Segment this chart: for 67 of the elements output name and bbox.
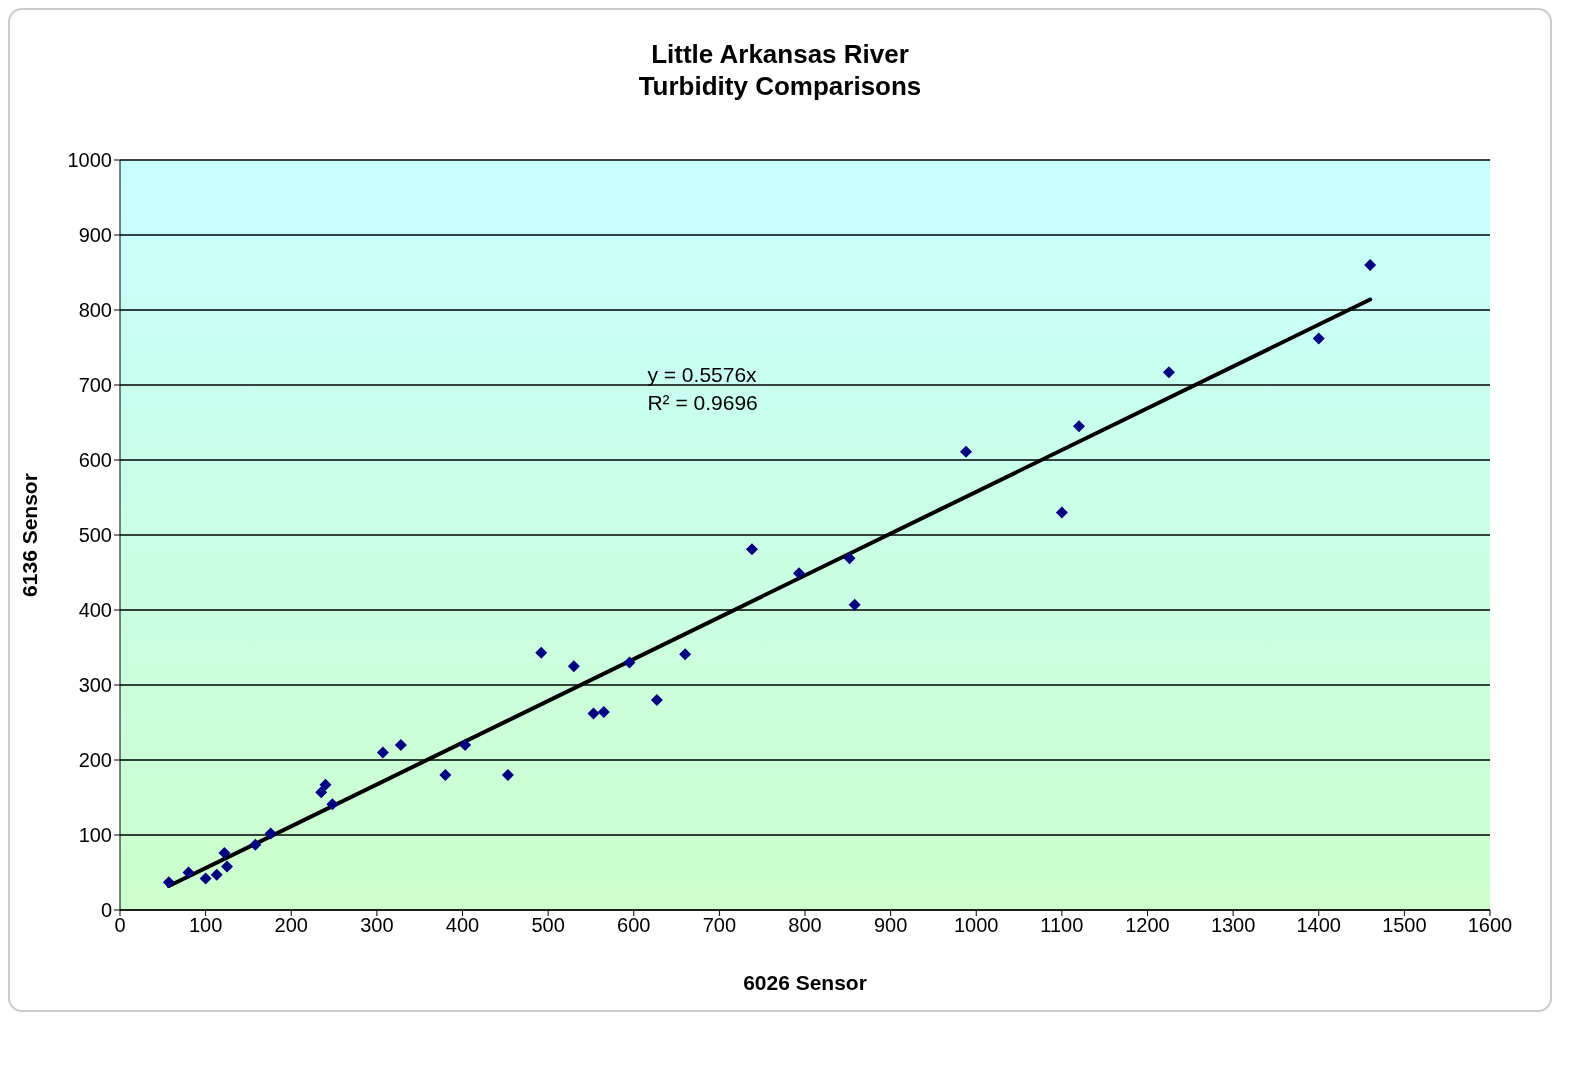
point [376,746,389,759]
x-axis-title: 6026 Sensor [743,971,867,994]
point [567,660,580,673]
y-tick-label: 600 [78,449,112,472]
point [623,656,636,669]
x-tick-label: 400 [445,914,480,937]
point [587,707,600,720]
point [650,694,663,706]
x-tick-label: 1200 [1125,914,1170,937]
x-tick-label: 1300 [1210,914,1256,937]
point [501,769,514,781]
point [394,739,407,751]
point [221,860,234,873]
point [459,739,472,751]
point [1364,259,1377,271]
point [535,646,548,659]
point [199,872,212,885]
point [319,778,332,791]
point [848,598,861,611]
y-tick-label: 900 [78,224,112,247]
point [597,706,610,718]
y-tick-label: 700 [78,374,112,397]
point [315,786,328,799]
point [1073,420,1085,433]
x-tick-label: 900 [873,914,908,937]
point [843,552,856,565]
y-tick-label: 400 [78,599,112,622]
chart-title: Little Arkansas River [650,38,910,70]
x-tick-label: 1400 [1296,914,1341,937]
y-tick-label: 100 [78,824,112,847]
x-tick-label: 200 [274,914,308,937]
annotation: y = 0.5576x [647,362,757,387]
x-tick-label: 500 [531,914,565,937]
chart-subtitle: Turbidity Comparisons [637,70,923,102]
x-tick-label: 300 [360,914,394,937]
point [1055,506,1068,519]
point [249,838,262,851]
x-tick-label: 600 [617,914,651,937]
annotation: R² = 0.9696 [647,390,758,415]
point [439,769,452,781]
point [1312,332,1325,345]
point [1162,366,1175,379]
point [745,543,758,556]
y-axis-title: 6136 Sensor [18,473,42,597]
point [959,445,972,458]
y-tick-label: 0 [100,899,112,922]
point [162,876,175,889]
point [210,868,223,881]
point [264,827,277,840]
x-tick-label: 0 [114,914,126,937]
x-tick-label: 1500 [1382,914,1427,937]
point [793,567,806,580]
x-tick-label: 1600 [1467,914,1513,937]
point [679,648,692,661]
x-tick-label: 100 [188,914,223,937]
point [218,847,231,859]
x-tick-label: 1100 [1040,914,1084,937]
x-tick-label: 800 [788,914,822,937]
y-tick-label: 500 [78,524,112,547]
point [182,866,195,879]
x-tick-label: 1000 [954,914,999,937]
y-tick-label: 300 [78,674,112,697]
point [326,798,339,811]
y-tick-label: 1000 [67,149,112,172]
y-tick-label: 200 [78,749,112,772]
y-tick-label: 800 [78,299,112,322]
x-tick-label: 700 [702,914,737,937]
